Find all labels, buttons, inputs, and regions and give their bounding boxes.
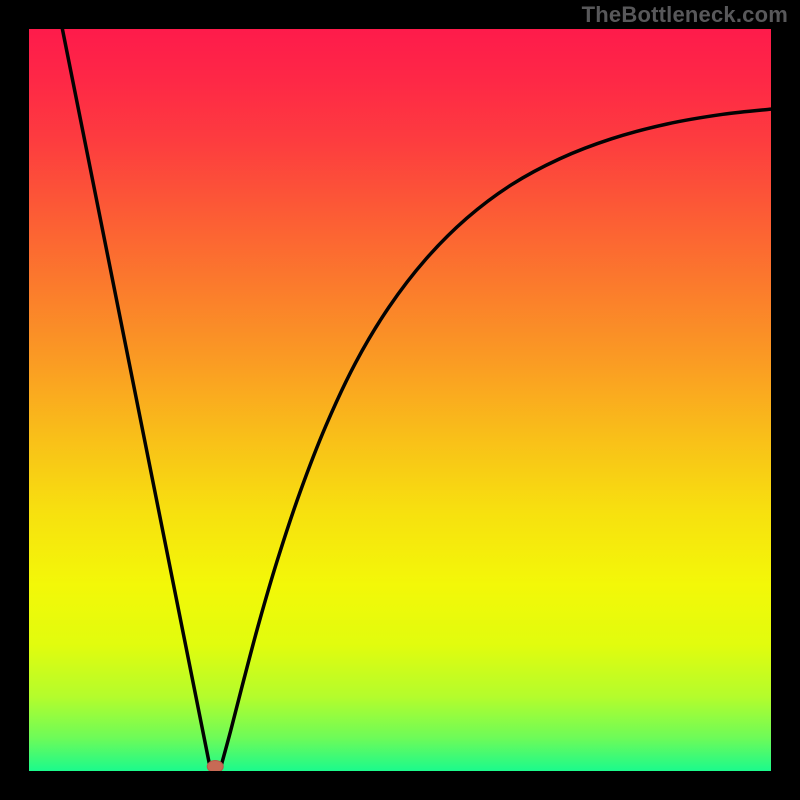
optimal-marker	[207, 761, 223, 773]
chart-svg	[0, 0, 800, 800]
gradient-background	[29, 29, 771, 771]
watermark-text: TheBottleneck.com	[582, 2, 788, 28]
chart-canvas: TheBottleneck.com	[0, 0, 800, 800]
